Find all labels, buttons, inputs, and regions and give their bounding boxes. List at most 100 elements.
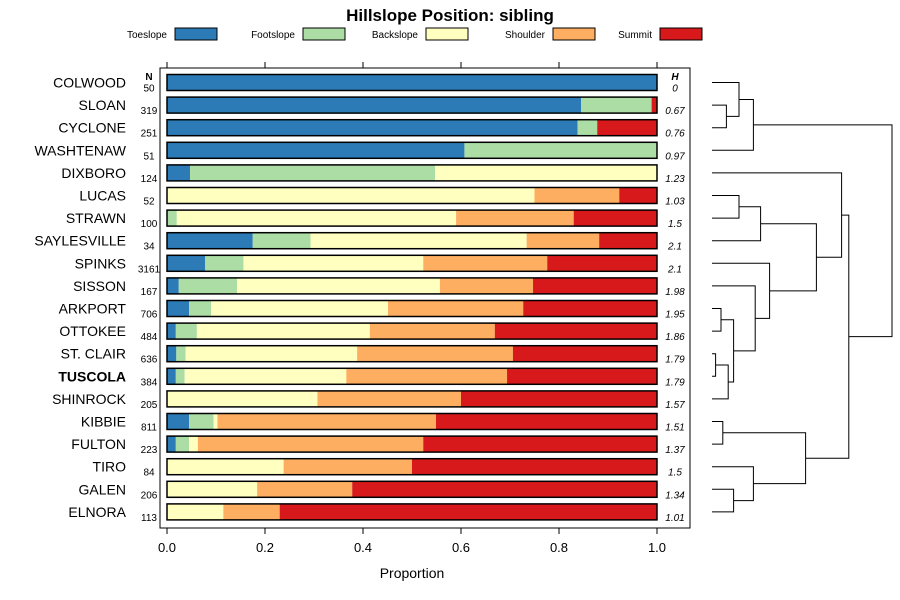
- bar-outline: [166, 435, 658, 453]
- x-axis: 0.0 0.2 0.4 0.6 0.8 1.0: [158, 62, 666, 555]
- row-h-value: 2.1: [667, 264, 682, 275]
- bar-segment-toeslope: [167, 164, 191, 181]
- bar-outline: [166, 299, 658, 318]
- row-n-value: 223: [141, 445, 158, 456]
- bar-segment-footslope: [189, 300, 212, 317]
- row-n-value: 84: [143, 468, 155, 479]
- row-label: DIXBORO: [61, 165, 126, 181]
- bar-segment-summit: [436, 413, 657, 430]
- row-lucas: LUCAS 52 1.03: [79, 186, 685, 208]
- bar-segment-shoulder: [534, 187, 620, 204]
- row-label: ELNORA: [68, 504, 126, 520]
- bar-segment-shoulder: [217, 413, 437, 430]
- row-tuscola: TUSCOLA 384 1.79: [58, 367, 685, 388]
- bar-segment-footslope: [190, 164, 436, 181]
- x-axis-label: Proportion: [380, 565, 445, 581]
- row-h-value: 1.01: [665, 513, 684, 524]
- bar-outline: [166, 277, 658, 295]
- bar-segment-footslope: [464, 142, 657, 159]
- h-header: H: [671, 72, 679, 83]
- row-label: STRAWN: [66, 210, 126, 226]
- bar-segment-footslope: [176, 345, 186, 362]
- dendrogram-branch: [712, 488, 735, 513]
- row-n-value: 3161: [138, 264, 161, 275]
- row-h-value: 1.95: [665, 310, 685, 321]
- row-label: KIBBIE: [81, 414, 126, 430]
- bar-segment-shoulder: [369, 323, 495, 340]
- bar-segment-summit: [651, 97, 657, 114]
- row-label: COLWOOD: [53, 75, 126, 91]
- bar-outline: [166, 209, 658, 227]
- row-h-value: 1.37: [665, 445, 685, 456]
- bar-outline: [166, 322, 658, 340]
- row-st-clair: ST. CLAIR 636 1.79: [61, 344, 685, 366]
- bar-segment-backslope: [435, 164, 657, 181]
- legend-swatch-summit: [659, 27, 703, 41]
- bar-segment-toeslope: [167, 277, 179, 294]
- bar-segment-backslope: [185, 345, 358, 362]
- legend-swatch-shoulder: [552, 27, 596, 41]
- row-label: SHINROCK: [52, 391, 127, 407]
- dendrogram: [712, 82, 893, 513]
- row-washtenaw: WASHTENAW 51 0.97: [34, 141, 685, 162]
- bar-segment-shoulder: [346, 368, 508, 385]
- bar-outline: [166, 186, 658, 205]
- bar-segment-shoulder: [439, 277, 534, 294]
- row-label: TUSCOLA: [58, 368, 126, 384]
- x-tick-label: 0.6: [452, 540, 470, 555]
- bar-segment-toeslope: [167, 97, 582, 114]
- bar-segment-summit: [352, 481, 657, 498]
- row-h-value: 1.5: [668, 468, 682, 479]
- bar-segment-backslope: [196, 323, 370, 340]
- row-h-value: 1.51: [665, 423, 684, 434]
- row-sloan: SLOAN 319 0.67: [79, 96, 685, 117]
- bar-segment-footslope: [252, 232, 311, 249]
- row-saylesville: SAYLESVILLE 34 2.1: [34, 231, 682, 253]
- dendrogram-branch: [721, 319, 735, 383]
- row-elnora: ELNORA 113 1.01: [68, 503, 685, 524]
- bar-segment-backslope: [243, 255, 424, 272]
- bar-segment-summit: [573, 210, 657, 227]
- row-h-value: 1.79: [665, 377, 685, 388]
- bar-outline: [166, 457, 658, 476]
- dendrogram-branch: [712, 308, 722, 332]
- row-label: ARKPORT: [59, 301, 127, 317]
- bar-outline: [166, 254, 658, 273]
- legend-swatch-footslope: [302, 27, 346, 41]
- row-h-value: 1.57: [665, 400, 685, 411]
- bar-segment-toeslope: [167, 436, 176, 453]
- bar-outline: [166, 412, 658, 431]
- plot-frame: [159, 67, 691, 529]
- bar-segment-shoulder: [387, 300, 524, 317]
- bar-outline: [166, 164, 658, 182]
- row-n-value: 636: [141, 355, 158, 366]
- bar-segment-footslope: [581, 97, 652, 114]
- row-h-value: 1.5: [668, 219, 682, 230]
- bar-segment-summit: [423, 436, 657, 453]
- bar-outline: [166, 231, 658, 250]
- row-n-value: 50: [143, 84, 155, 95]
- bar-segment-summit: [619, 187, 657, 204]
- dendrogram-branch: [712, 82, 740, 117]
- row-label: FULTON: [71, 436, 126, 452]
- row-kibbie: KIBBIE 811 1.51: [81, 412, 685, 434]
- bar-segment-shoulder: [526, 232, 600, 249]
- bar-segment-toeslope: [167, 232, 253, 249]
- x-tick-label: 0.4: [354, 540, 372, 555]
- bar-segment-backslope: [189, 436, 198, 453]
- bar-segment-footslope: [189, 413, 214, 430]
- row-label: SAYLESVILLE: [34, 233, 126, 249]
- bar-segment-toeslope: [167, 368, 176, 385]
- bar-segment-summit: [507, 368, 657, 385]
- row-label: GALEN: [79, 481, 126, 497]
- bar-segment-summit: [599, 232, 657, 249]
- legend-label-footslope: Footslope: [251, 30, 295, 41]
- bar-segment-summit: [412, 458, 657, 475]
- legend-label-shoulder: Shoulder: [505, 30, 546, 41]
- bar-segment-toeslope: [167, 74, 657, 91]
- bar-segment-backslope: [213, 413, 218, 430]
- bar-segment-toeslope: [167, 300, 190, 317]
- dendrogram-branch: [760, 223, 817, 292]
- row-n-value: 100: [141, 219, 158, 230]
- dendrogram-branch: [712, 421, 724, 445]
